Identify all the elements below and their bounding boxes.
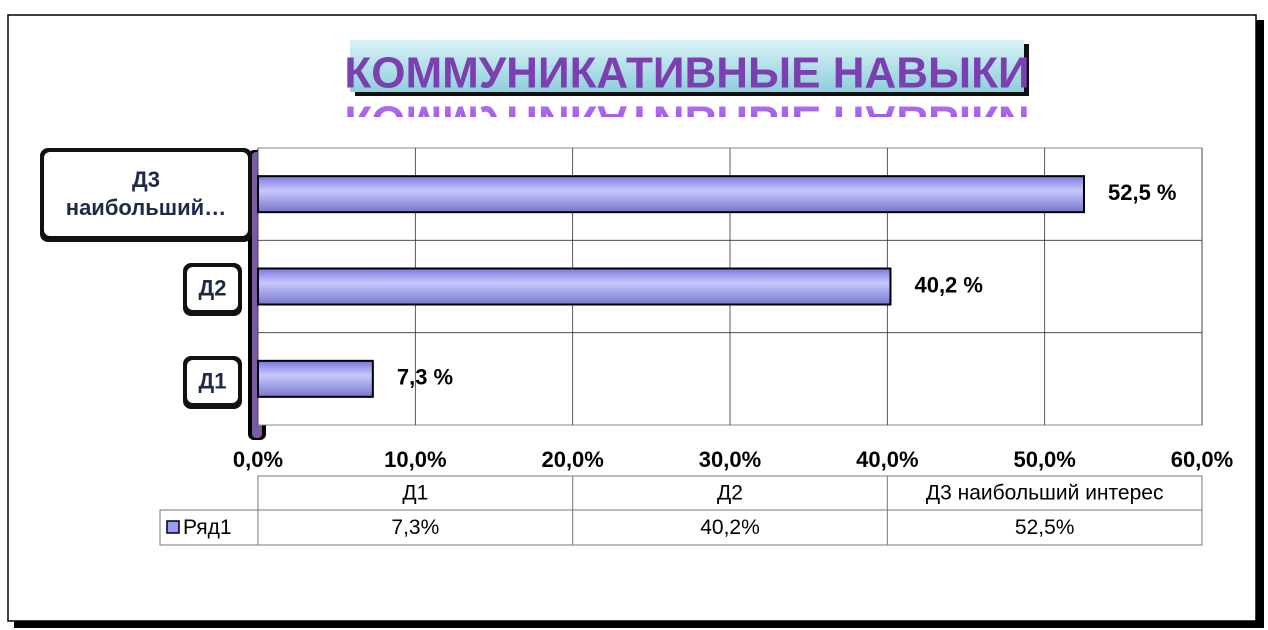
label-line: наибольший… [66, 195, 226, 220]
title-reflection: КОММУНИКАТИВНЫЕ НАВЫКИ [344, 96, 1029, 145]
x-tick-label: 50,0% [1013, 447, 1075, 472]
y-tick-label: Д1 [199, 368, 227, 393]
category-box [187, 360, 238, 403]
table-category: Д3 наибольший интерес [926, 482, 1164, 505]
table-category: Д1 [402, 482, 428, 505]
table-value: 40,2% [700, 516, 760, 539]
legend-label: Ряд1 [183, 516, 232, 539]
table-header [257, 475, 1203, 511]
bar [257, 267, 892, 306]
title-box [350, 40, 1024, 92]
data-label: 52,5 % [1108, 180, 1177, 205]
x-tick-label: 40,0% [856, 447, 918, 472]
label-line: Д3 [132, 167, 160, 192]
chart-title: КОММУНИКАТИВНЫЕ НАВЫКИ [344, 49, 1029, 98]
data-label: 7,3 % [397, 365, 453, 390]
category-box [44, 152, 248, 236]
x-tick-label: 30,0% [699, 447, 761, 472]
x-tick-label: 10,0% [384, 447, 446, 472]
y-tick-label: Д2 [199, 275, 227, 300]
x-tick-label: 0,0% [233, 447, 283, 472]
table-value: 52,5% [1015, 516, 1075, 539]
legend-swatch [166, 520, 180, 534]
y-tick-label: Д3 наибольший… [66, 167, 226, 220]
bar [257, 175, 1085, 214]
table-category: Д2 [717, 482, 743, 505]
data-label: 40,2 % [914, 272, 983, 297]
bar [257, 359, 374, 398]
x-tick-label: 60,0% [1171, 447, 1233, 472]
table-value: 7,3% [391, 516, 439, 539]
category-box [187, 267, 238, 310]
x-tick-label: 20,0% [541, 447, 603, 472]
table-row [159, 509, 1203, 546]
